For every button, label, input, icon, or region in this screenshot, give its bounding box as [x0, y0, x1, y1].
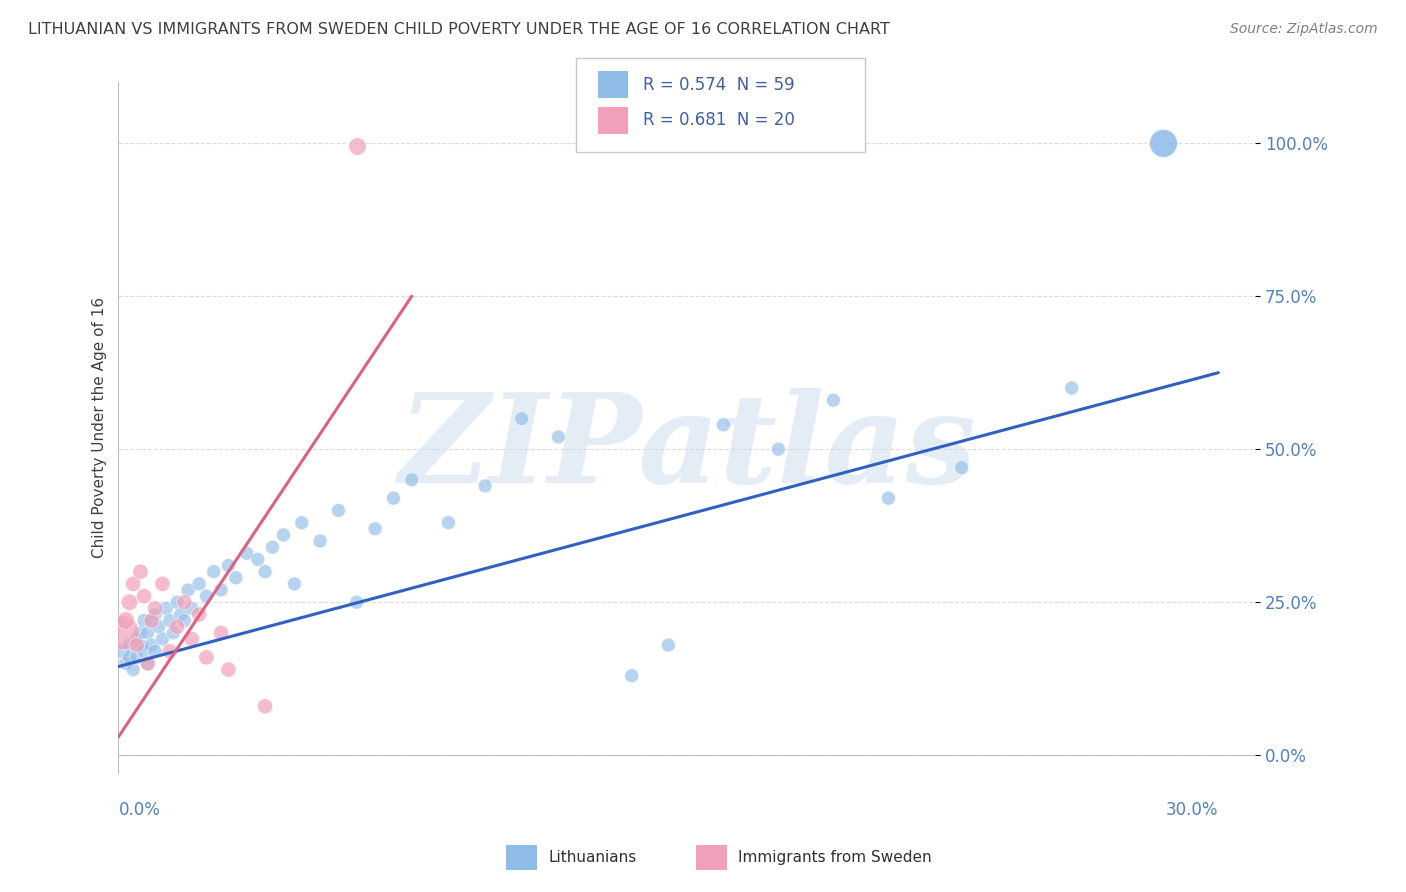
Point [236, 546, 259, 560]
Point [202, 565, 225, 579]
Point [1060, 381, 1083, 395]
Point [262, 540, 284, 554]
Point [114, 657, 136, 671]
Point [118, 650, 141, 665]
Point [114, 614, 136, 628]
Text: 30.0%: 30.0% [1166, 801, 1219, 819]
Point [152, 577, 174, 591]
Point [118, 595, 141, 609]
Point [283, 577, 305, 591]
Point [225, 571, 247, 585]
Point [132, 644, 155, 658]
Point [273, 528, 295, 542]
Point [474, 479, 496, 493]
Point [254, 565, 277, 579]
Point [180, 632, 202, 646]
Point [950, 460, 973, 475]
Point [401, 473, 423, 487]
Point [1152, 136, 1174, 150]
Point [309, 534, 332, 549]
Point [768, 442, 790, 457]
Point [152, 632, 174, 646]
Text: R = 0.574  N = 59: R = 0.574 N = 59 [643, 76, 794, 94]
Point [620, 669, 643, 683]
Point [122, 577, 145, 591]
Text: LITHUANIAN VS IMMIGRANTS FROM SWEDEN CHILD POVERTY UNDER THE AGE OF 16 CORRELATI: LITHUANIAN VS IMMIGRANTS FROM SWEDEN CHI… [28, 22, 890, 37]
Point [254, 699, 277, 714]
Point [159, 644, 181, 658]
Point [173, 595, 195, 609]
Point [195, 650, 218, 665]
Point [136, 657, 159, 671]
Point [328, 503, 350, 517]
Text: Immigrants from Sweden: Immigrants from Sweden [738, 850, 932, 864]
Point [382, 491, 405, 506]
Point [346, 595, 368, 609]
Point [217, 558, 239, 573]
Point [437, 516, 460, 530]
Point [129, 625, 152, 640]
Point [141, 614, 163, 628]
Point [510, 411, 533, 425]
Point [217, 663, 239, 677]
Point [188, 607, 211, 622]
Y-axis label: Child Poverty Under the Age of 16: Child Poverty Under the Age of 16 [93, 297, 107, 558]
Point [132, 614, 155, 628]
Point [823, 393, 845, 408]
Text: ZIPatlas: ZIPatlas [398, 388, 976, 509]
Point [125, 638, 148, 652]
Point [1152, 136, 1174, 150]
Point [188, 577, 211, 591]
Point [111, 644, 134, 658]
Point [195, 589, 218, 603]
Point [364, 522, 387, 536]
Point [143, 607, 166, 622]
Point [148, 620, 170, 634]
Point [129, 638, 152, 652]
Text: R = 0.681  N = 20: R = 0.681 N = 20 [643, 112, 794, 129]
Point [246, 552, 269, 566]
Point [141, 614, 163, 628]
Point [118, 638, 141, 652]
Point [173, 614, 195, 628]
Text: 0.0%: 0.0% [118, 801, 160, 819]
Point [547, 430, 569, 444]
Point [129, 565, 152, 579]
Point [125, 650, 148, 665]
Point [346, 139, 368, 153]
Point [657, 638, 679, 652]
Point [166, 595, 188, 609]
Point [155, 601, 177, 615]
Point [177, 582, 200, 597]
Point [209, 625, 232, 640]
Point [877, 491, 900, 506]
Point [141, 638, 163, 652]
Text: Source: ZipAtlas.com: Source: ZipAtlas.com [1230, 22, 1378, 37]
Point [136, 625, 159, 640]
Point [143, 601, 166, 615]
Point [159, 614, 181, 628]
Point [166, 620, 188, 634]
Point [209, 582, 232, 597]
Point [143, 644, 166, 658]
Point [136, 657, 159, 671]
Point [132, 589, 155, 603]
Point [122, 663, 145, 677]
Point [125, 632, 148, 646]
Point [713, 417, 735, 432]
Point [180, 601, 202, 615]
Point [170, 607, 193, 622]
Text: Lithuanians: Lithuanians [548, 850, 637, 864]
Point [291, 516, 314, 530]
Point [162, 625, 184, 640]
Point [111, 625, 134, 640]
